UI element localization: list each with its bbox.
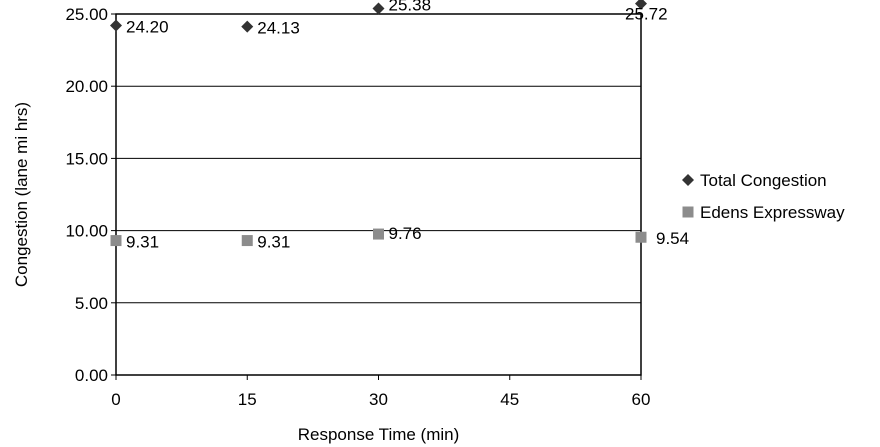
data-label: 24.20 bbox=[126, 18, 169, 37]
y-tick-label: 5.00 bbox=[75, 294, 108, 313]
data-label: 24.13 bbox=[257, 19, 300, 38]
data-label: 9.31 bbox=[257, 233, 290, 252]
data-point bbox=[110, 235, 122, 247]
data-point bbox=[241, 20, 254, 33]
y-tick-label: 10.00 bbox=[65, 222, 108, 241]
legend-label: Total Congestion bbox=[700, 171, 827, 190]
data-point bbox=[373, 228, 384, 240]
data-point bbox=[241, 235, 253, 247]
series-layer: 24.20 24.13 25.38 25.72 9.31 9.31 9.76 9.54 bbox=[110, 0, 689, 252]
data-label: 9.76 bbox=[389, 224, 422, 243]
y-tick-label: 20.00 bbox=[65, 77, 108, 96]
data-label: 9.31 bbox=[126, 233, 159, 252]
x-axis-title: Response Time (min) bbox=[298, 425, 460, 444]
data-point bbox=[635, 231, 647, 243]
data-point bbox=[635, 0, 647, 10]
gridlines bbox=[116, 13, 641, 376]
data-label: 25.72 bbox=[625, 5, 668, 24]
x-tick-label: 45 bbox=[500, 390, 519, 409]
legend-marker bbox=[682, 206, 694, 218]
data-label: 9.54 bbox=[656, 229, 689, 248]
legend-marker bbox=[682, 174, 694, 186]
series-0: 24.20 24.13 25.38 25.72 bbox=[110, 0, 668, 38]
x-axis-ticks: 0 15 30 45 60 bbox=[111, 375, 650, 409]
data-point bbox=[110, 19, 122, 32]
y-axis-title: Congestion (lane mi hrs) bbox=[12, 102, 31, 287]
legend-label: Edens Expressway bbox=[700, 203, 845, 222]
legend-item-0: Total Congestion bbox=[682, 171, 827, 190]
y-axis-ticks: 0.00 5.00 10.00 15.00 20.00 25.00 bbox=[65, 5, 116, 385]
x-tick-label: 15 bbox=[238, 390, 257, 409]
y-tick-label: 15.00 bbox=[65, 149, 108, 168]
legend-item-1: Edens Expressway bbox=[682, 203, 845, 222]
x-tick-label: 30 bbox=[369, 390, 388, 409]
y-tick-label: 0.00 bbox=[75, 366, 108, 385]
series-1: 9.31 9.31 9.76 9.54 bbox=[110, 224, 689, 252]
legend: Total Congestion Edens Expressway bbox=[682, 171, 845, 222]
data-point bbox=[372, 2, 385, 15]
x-tick-label: 0 bbox=[111, 390, 120, 409]
x-tick-label: 60 bbox=[632, 390, 651, 409]
plot-area bbox=[115, 13, 642, 376]
data-label: 25.38 bbox=[389, 0, 432, 15]
y-tick-label: 25.00 bbox=[65, 5, 108, 24]
